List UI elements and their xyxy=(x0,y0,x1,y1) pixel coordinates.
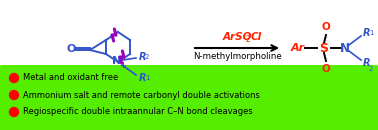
Text: O: O xyxy=(322,22,330,32)
Text: +: + xyxy=(119,60,127,70)
Text: Metal and oxidant free: Metal and oxidant free xyxy=(23,73,118,83)
Text: 1: 1 xyxy=(145,75,150,81)
Text: Cl: Cl xyxy=(251,32,262,42)
Circle shape xyxy=(9,73,19,83)
Text: R: R xyxy=(139,73,147,83)
FancyBboxPatch shape xyxy=(0,65,378,130)
Text: R: R xyxy=(363,58,370,68)
Text: N-methylmorpholine: N-methylmorpholine xyxy=(193,52,281,61)
Text: Ammonium salt and remote carbonyl double activations: Ammonium salt and remote carbonyl double… xyxy=(23,90,260,99)
Text: S: S xyxy=(319,41,328,54)
Text: Regiospecific double intraannular C–N bond cleavages: Regiospecific double intraannular C–N bo… xyxy=(23,108,253,116)
Text: 1: 1 xyxy=(369,30,373,36)
Text: O: O xyxy=(66,44,76,54)
Text: ArSO: ArSO xyxy=(222,32,252,42)
Text: 2: 2 xyxy=(246,35,250,44)
Text: 2: 2 xyxy=(145,54,149,60)
Text: Ar: Ar xyxy=(291,43,305,53)
Text: 2: 2 xyxy=(369,66,373,72)
Text: N: N xyxy=(112,56,122,66)
Text: R: R xyxy=(363,28,370,38)
Circle shape xyxy=(9,108,19,116)
Circle shape xyxy=(9,90,19,99)
Text: O: O xyxy=(322,64,330,74)
Text: R: R xyxy=(139,52,147,62)
Text: N: N xyxy=(340,41,350,54)
